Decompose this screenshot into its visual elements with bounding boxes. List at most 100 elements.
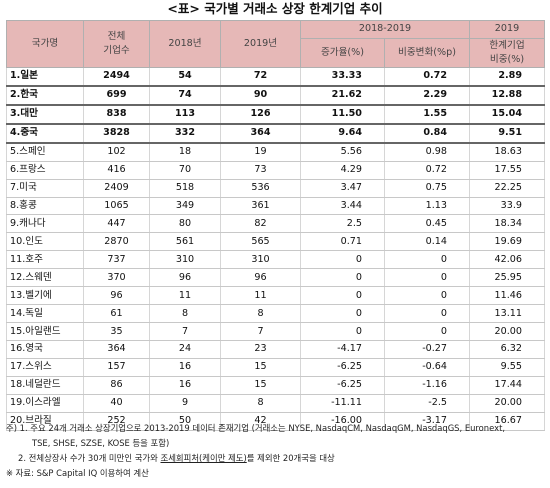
cell-total: 2494 xyxy=(83,67,150,87)
table-row: 11.호주 737 310 310 0 0 42.06 xyxy=(6,250,546,270)
cell-2019: 364 xyxy=(220,123,301,144)
header-2019b: 2019 xyxy=(469,20,546,39)
cell-growth: 21.62 xyxy=(300,85,385,106)
cell-total: 61 xyxy=(83,304,150,324)
cell-2018: 11 xyxy=(149,286,221,306)
cell-share-change: -2.5 xyxy=(383,394,471,413)
cell-2018: 8 xyxy=(149,304,221,324)
cell-2018: 70 xyxy=(149,161,221,180)
cell-country: 8.홍콩 xyxy=(6,197,84,216)
cell-country: 17.스위스 xyxy=(6,358,84,377)
table-row: 20.브라질 252 50 42 -16.00 -3.17 16.67 xyxy=(6,412,546,431)
note-1-cont: TSE, SHSE, SZSE, KOSE 등을 포함) xyxy=(32,438,170,448)
cell-total: 35 xyxy=(83,322,150,341)
cell-country: 11.호주 xyxy=(6,250,84,270)
cell-2019: 19 xyxy=(220,142,301,162)
header-total-line2: 기업수 xyxy=(103,44,130,56)
cell-share-change: 0.84 xyxy=(383,123,471,144)
cell-growth: 9.64 xyxy=(300,123,385,144)
cell-2019: 536 xyxy=(220,179,301,198)
cell-total: 838 xyxy=(83,104,150,125)
cell-country: 1.일본 xyxy=(6,67,84,87)
cell-2019: 73 xyxy=(220,161,301,180)
cell-total: 157 xyxy=(83,358,150,377)
cell-marginal-share: 11.46 xyxy=(469,286,546,306)
cell-growth: 0.71 xyxy=(300,232,385,252)
header-marginal-share: 한계기업 비중(%) xyxy=(469,37,546,68)
table-row: 9.캐나다 447 80 82 2.5 0.45 18.34 xyxy=(6,214,546,234)
cell-country: 19.이스라엘 xyxy=(6,394,84,413)
cell-country: 5.스페인 xyxy=(6,142,84,162)
cell-growth: 3.44 xyxy=(300,197,385,216)
cell-marginal-share: 17.44 xyxy=(469,376,546,395)
header-share-change: 비중변화(%p) xyxy=(383,37,471,68)
cell-growth: 0 xyxy=(300,322,385,341)
table-row: 1.일본 2494 54 72 33.33 0.72 2.89 xyxy=(6,67,546,87)
cell-2019: 310 xyxy=(220,250,301,270)
cell-total: 2409 xyxy=(83,179,150,198)
table-body: 1.일본 2494 54 72 33.33 0.72 2.89 2.한국 699 74 90 21.6… xyxy=(6,67,546,431)
note-2-underlined: 조세회피처(케이만 제도) xyxy=(160,453,247,463)
cell-total: 370 xyxy=(83,268,150,288)
cell-country: 9.캐나다 xyxy=(6,214,84,234)
cell-2019: 15 xyxy=(220,376,301,395)
cell-2018: 18 xyxy=(149,142,221,162)
cell-country: 6.프랑스 xyxy=(6,161,84,180)
cell-share-change: 0 xyxy=(383,268,471,288)
header-marginal-line2: 비중(%) xyxy=(489,53,525,65)
cell-share-change: 1.13 xyxy=(383,197,471,216)
cell-marginal-share: 19.69 xyxy=(469,232,546,252)
table-row: 19.이스라엘 40 9 8 -11.11 -2.5 20.00 xyxy=(6,394,546,413)
table-row: 12.스웨덴 370 96 96 0 0 25.95 xyxy=(6,268,546,288)
cell-marginal-share: 42.06 xyxy=(469,250,546,270)
cell-share-change: 0.72 xyxy=(383,161,471,180)
cell-share-change: 2.29 xyxy=(383,85,471,106)
cell-2019: 126 xyxy=(220,104,301,125)
cell-growth: 11.50 xyxy=(300,104,385,125)
cell-country: 15.아일랜드 xyxy=(6,322,84,341)
table-row: 13.벨기에 96 11 11 0 0 11.46 xyxy=(6,286,546,306)
cell-marginal-share: 6.32 xyxy=(469,340,546,359)
header-period: 2018-2019 xyxy=(299,20,471,39)
cell-2019: 90 xyxy=(220,85,301,106)
table-row: 14.독일 61 8 8 0 0 13.11 xyxy=(6,304,546,324)
cell-marginal-share: 16.67 xyxy=(469,412,546,431)
cell-marginal-share: 20.00 xyxy=(469,394,546,413)
cell-2019: 11 xyxy=(220,286,301,306)
cell-growth: -11.11 xyxy=(300,394,385,413)
cell-total: 86 xyxy=(83,376,150,395)
cell-share-change: -0.27 xyxy=(383,340,471,359)
marginal-firms-table: 국가명 전체 기업수 2018년 2019년 2018-2019 2019 증가… xyxy=(6,20,546,431)
cell-marginal-share: 25.95 xyxy=(469,268,546,288)
cell-share-change: 0.98 xyxy=(383,142,471,162)
header-total-line1: 전체 xyxy=(107,30,126,42)
cell-2018: 561 xyxy=(149,232,221,252)
cell-country: 10.인도 xyxy=(6,232,84,252)
cell-2019: 7 xyxy=(220,322,301,341)
table-row: 18.네덜란드 86 16 15 -6.25 -1.16 17.44 xyxy=(6,376,546,395)
cell-share-change: 0.14 xyxy=(383,232,471,252)
cell-growth: 0 xyxy=(300,250,385,270)
cell-marginal-share: 33.9 xyxy=(469,197,546,216)
cell-marginal-share: 12.88 xyxy=(469,85,546,106)
cell-2018: 310 xyxy=(149,250,221,270)
cell-2018: 80 xyxy=(149,214,221,234)
cell-total: 40 xyxy=(83,394,150,413)
cell-total: 699 xyxy=(83,85,150,106)
cell-2018: 349 xyxy=(149,197,221,216)
cell-2018: 518 xyxy=(149,179,221,198)
cell-2019: 8 xyxy=(220,304,301,324)
cell-total: 102 xyxy=(83,142,150,162)
footnotes: 주) 1. 주요 24개 거래소 상장기업으로 2013-2019 데이터 존재… xyxy=(6,421,546,481)
cell-total: 2870 xyxy=(83,232,150,252)
cell-share-change: 0 xyxy=(383,304,471,324)
source-note: ※ 자료: S&P Capital IQ 이용하여 계산 xyxy=(6,468,149,478)
cell-marginal-share: 18.34 xyxy=(469,214,546,234)
cell-country: 18.네덜란드 xyxy=(6,376,84,395)
cell-growth: -6.25 xyxy=(300,376,385,395)
cell-country: 13.벨기에 xyxy=(6,286,84,306)
table-row: 4.중국 3828 332 364 9.64 0.84 9.51 xyxy=(6,123,546,144)
note-2-pre: 2. 전체상장사 수가 30개 미만인 국가와 xyxy=(18,453,161,463)
table-row: 10.인도 2870 561 565 0.71 0.14 19.69 xyxy=(6,232,546,252)
cell-2018: 16 xyxy=(149,376,221,395)
